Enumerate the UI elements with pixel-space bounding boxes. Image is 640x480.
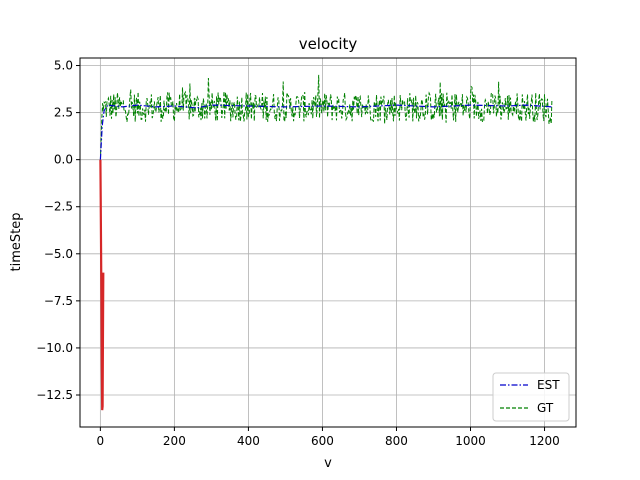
x-tick-label: 1000: [455, 434, 486, 448]
legend-est-label: EST: [537, 378, 560, 392]
y-tick-label: 5.0: [54, 59, 73, 73]
y-axis-label: timeStep: [9, 213, 24, 272]
y-tick-label: 0.0: [54, 153, 73, 167]
x-tick-label: 1200: [529, 434, 560, 448]
y-tick-label: 2.5: [54, 106, 73, 120]
y-axis-ticks: 5.0 2.5 0.0 −2.5 −5.0 −7.5 −10.0 −12.5: [36, 59, 80, 402]
x-tick-label: 600: [311, 434, 334, 448]
chart-title: velocity: [299, 35, 358, 53]
y-tick-label: −5.0: [44, 247, 73, 261]
y-tick-label: −12.5: [36, 388, 73, 402]
x-tick-label: 0: [97, 434, 105, 448]
x-axis-label: v: [324, 456, 332, 471]
y-tick-label: −2.5: [44, 200, 73, 214]
x-axis-ticks: 0 200 400 600 800 1000 1200: [97, 427, 560, 448]
plot-frame: [79, 57, 577, 428]
y-tick-label: −10.0: [36, 341, 73, 355]
red-series-line: [99, 159, 105, 411]
x-tick-label: 400: [237, 434, 260, 448]
grid-lines: [80, 58, 576, 427]
legend: EST GT: [492, 372, 570, 422]
series-layer: [99, 74, 553, 411]
est-series-line: [99, 104, 552, 160]
x-tick-label: 800: [385, 434, 408, 448]
legend-gt-label: GT: [537, 401, 554, 415]
x-tick-label: 200: [163, 434, 186, 448]
gt-series-line: [99, 74, 553, 160]
y-tick-label: −7.5: [44, 294, 73, 308]
